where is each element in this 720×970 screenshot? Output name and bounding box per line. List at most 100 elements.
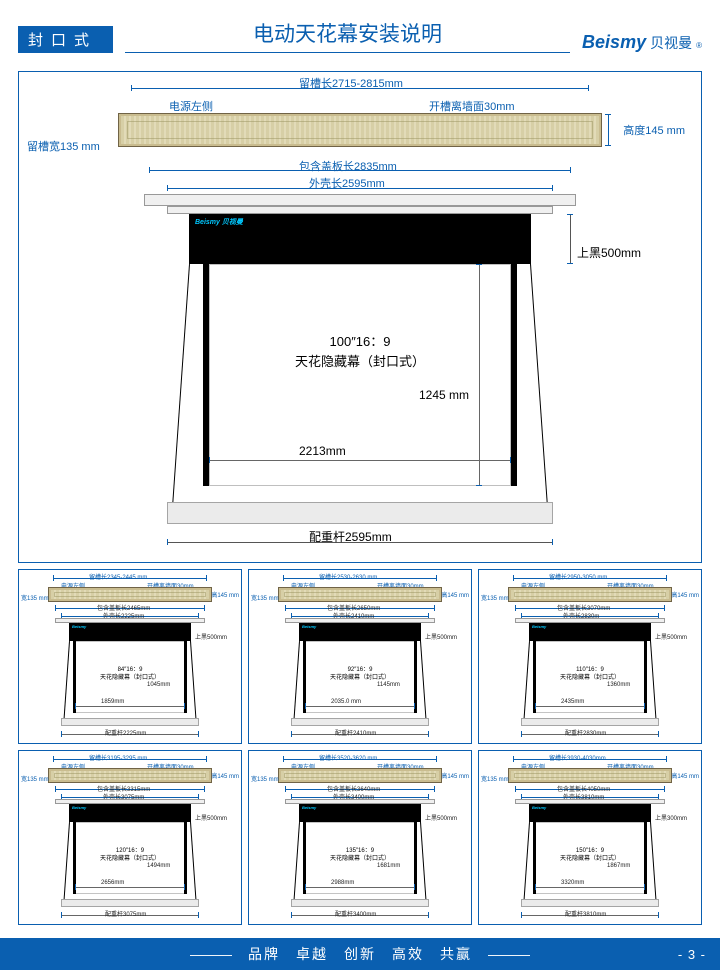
- t-width-line: [305, 706, 415, 707]
- dim-cover: 包含盖板长2835mm: [299, 158, 397, 174]
- t-width: 2656mm: [101, 880, 124, 886]
- weight-bar: [167, 502, 553, 524]
- shell-cover: [144, 194, 576, 206]
- t-height: 1145mm: [377, 682, 400, 688]
- t-height: 1494mm: [147, 863, 170, 869]
- t-width: 2988mm: [331, 880, 354, 886]
- t-weight: [521, 899, 659, 907]
- dim-vheight-line: [479, 264, 480, 486]
- dim-wall-gap: 开槽离墙面30mm: [429, 98, 515, 114]
- thumb-1: 留槽长2345-2445 mm 电源左侧 开槽离墙面30mm 宽135 mm 高…: [18, 569, 242, 744]
- t-brandmark: Beismy: [532, 624, 546, 629]
- dim-height: 高度145 mm: [623, 122, 685, 138]
- t-weight: [61, 718, 199, 726]
- t-weight-l: 配重杆3400mm: [335, 909, 376, 918]
- screen-brandmark: Beismy 贝视曼: [195, 217, 243, 227]
- footer-w5: 共赢: [440, 944, 472, 964]
- t-bar: [49, 588, 211, 601]
- t-sw: 宽135 mm: [21, 593, 49, 602]
- footer-dash-l: ———: [190, 946, 232, 962]
- brand-logo: Beismy 贝视曼 ®: [582, 32, 702, 53]
- thumb-4: 留槽长3195-3295 mm 电源左侧 开槽离墙面30mm 宽135 mm 高…: [18, 750, 242, 925]
- dim-top-black: 上黑500mm: [577, 244, 641, 261]
- t-cable-r: [650, 822, 657, 904]
- side-right: [511, 264, 517, 486]
- footer-dash-r: ———: [488, 946, 530, 962]
- t-slot-len: 留槽长2345-2445 mm: [89, 572, 147, 581]
- page-footer: ——— 品牌 卓越 创新 高效 共赢 ——— - 3 -: [0, 938, 720, 970]
- t-slot-len: 留槽长3930-4030mm: [549, 753, 606, 762]
- t-slot-len: 留槽长2530-2630 mm: [319, 572, 377, 581]
- t-topblack-l: 上黑500mm: [195, 813, 227, 822]
- t-screen: 110″16：9 天花隐藏幕（封口式）: [535, 641, 645, 713]
- t-bar: [279, 769, 441, 782]
- screen-viewing-area: 100″16：9 天花隐藏幕（封口式）: [209, 264, 511, 486]
- t-weight: [61, 899, 199, 907]
- t-cable-l: [63, 822, 70, 904]
- t-height: 1045mm: [147, 682, 170, 688]
- t-width: 2435mm: [561, 699, 584, 705]
- t-cable-r: [420, 822, 427, 904]
- t-width-line: [535, 887, 645, 888]
- brand-en: Beismy: [582, 32, 646, 53]
- t-brandmark: Beismy: [72, 624, 86, 629]
- t-weight-l: 配重杆3810mm: [565, 909, 606, 918]
- page-number: - 3 -: [678, 947, 706, 962]
- dim-slot-len: 留槽长2715-2815mm: [299, 75, 403, 91]
- t-bar: [279, 588, 441, 601]
- dim-slot-width: 留槽宽135 mm: [27, 138, 100, 154]
- t-cable-l: [63, 641, 70, 723]
- thumb-6: 留槽长3930-4030mm 电源左侧 开槽离墙面30mm 宽135 mm 高1…: [478, 750, 702, 925]
- footer-w1: 品牌: [248, 944, 280, 964]
- t-desc: 天花隐藏幕（封口式）: [536, 672, 644, 681]
- t-cable-r: [190, 641, 197, 723]
- brand-reg: ®: [696, 41, 702, 50]
- t-width: 1859mm: [101, 699, 124, 705]
- t-sw: 宽135 mm: [251, 774, 279, 783]
- dim-weight: 配重杆2595mm: [309, 528, 392, 545]
- page-header: 封口式 电动天花幕安装说明 Beismy 贝视曼 ®: [0, 0, 720, 59]
- t-weight-l: 配重杆3075mm: [105, 909, 146, 918]
- footer-w4: 高效: [392, 944, 424, 964]
- t-topblack: [299, 804, 421, 822]
- t-cable-l: [293, 641, 300, 723]
- t-weight-l: 配重杆2410mm: [335, 728, 376, 737]
- t-screen: 84″16：9 天花隐藏幕（封口式）: [75, 641, 185, 713]
- t-desc: 天花隐藏幕（封口式）: [76, 672, 184, 681]
- t-bar: [509, 769, 671, 782]
- t-topblack: [299, 623, 421, 641]
- t-topblack-l: 上黑500mm: [195, 632, 227, 641]
- thumbnail-grid: 留槽长2345-2445 mm 电源左侧 开槽离墙面30mm 宽135 mm 高…: [18, 569, 702, 925]
- t-sw: 宽135 mm: [481, 593, 509, 602]
- t-brandmark: Beismy: [72, 805, 86, 810]
- t-bar: [509, 588, 671, 601]
- thumb-2: 留槽长2530-2630 mm 电源左侧 开槽离墙面30mm 宽135 mm 高…: [248, 569, 472, 744]
- t-cable-l: [523, 641, 530, 723]
- dim-vheight: 1245 mm: [419, 388, 469, 402]
- t-weight-l: 配重杆2830mm: [565, 728, 606, 737]
- screen-aspect: 100″16：9: [210, 331, 510, 350]
- t-width: 2035.0 mm: [331, 699, 361, 705]
- t-desc: 天花隐藏幕（封口式）: [536, 853, 644, 862]
- dim-width: 2213mm: [299, 444, 346, 458]
- t-width-line: [305, 887, 415, 888]
- t-screen: 120″16：9 天花隐藏幕（封口式）: [75, 822, 185, 894]
- slot-housing-bar: [119, 114, 601, 146]
- t-slot-len: 留槽长3520-3620 mm: [319, 753, 377, 762]
- t-width-line: [535, 706, 645, 707]
- t-slot-len: 留槽长3195-3295 mm: [89, 753, 147, 762]
- t-h: 高145 mm: [441, 590, 469, 599]
- t-sw: 宽135 mm: [481, 774, 509, 783]
- t-topblack-l: 上黑500mm: [425, 632, 457, 641]
- screen-desc: 天花隐藏幕（封口式）: [210, 351, 510, 370]
- t-brandmark: Beismy: [302, 624, 316, 629]
- t-bar: [49, 769, 211, 782]
- t-desc: 天花隐藏幕（封口式）: [306, 672, 414, 681]
- t-topblack-l: 上黑300mm: [655, 813, 687, 822]
- tension-cable-right: [530, 264, 549, 523]
- dim-power-side: 电源左侧: [169, 98, 213, 114]
- t-cable-r: [650, 641, 657, 723]
- dim-height-line: [608, 114, 609, 146]
- t-height: 1681mm: [377, 863, 400, 869]
- t-h: 高145 mm: [671, 590, 699, 599]
